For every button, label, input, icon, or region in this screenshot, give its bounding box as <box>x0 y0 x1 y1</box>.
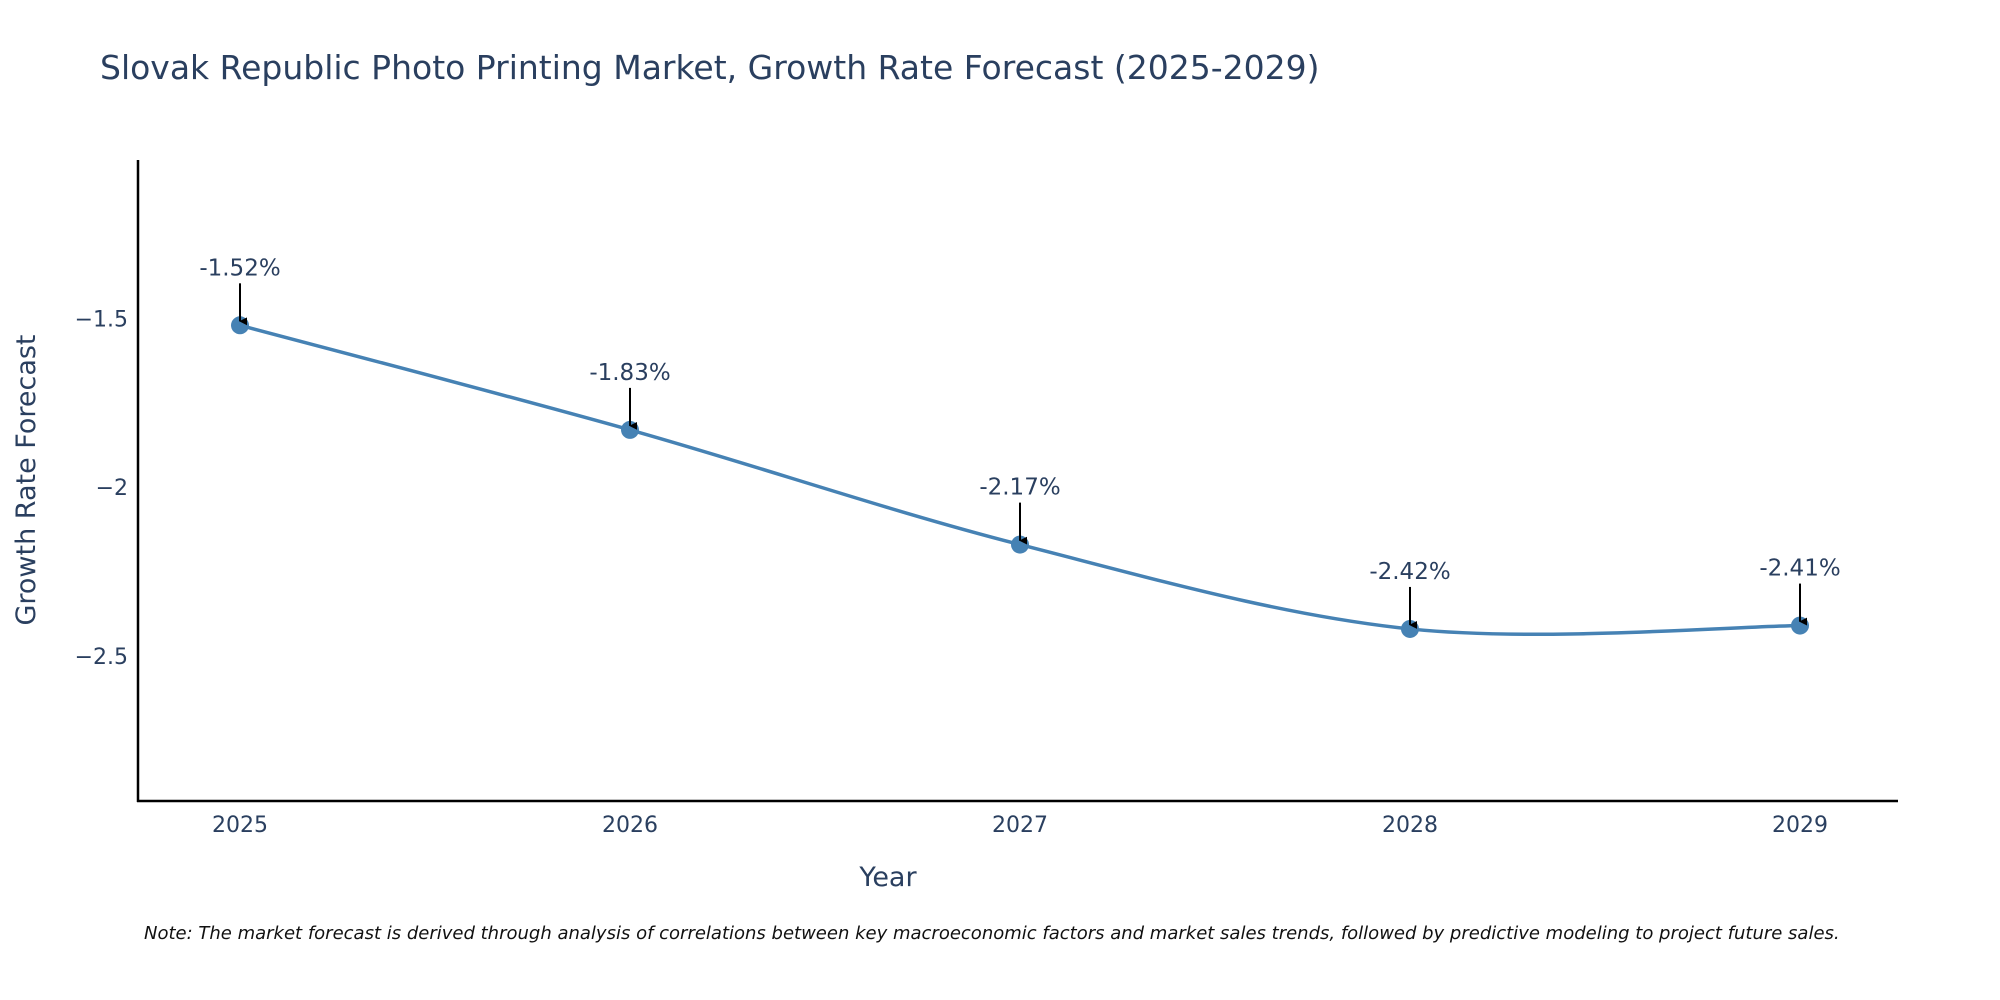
data-label: -2.17% <box>979 475 1060 501</box>
plot-area: −1.5 −2 −2.5 2025 2026 2027 2028 2029 -1.52% -1.8… <box>75 255 1841 838</box>
x-tick-label: 2025 <box>212 813 268 838</box>
y-tick-label: −2.5 <box>75 645 128 670</box>
x-tick-label: 2026 <box>602 813 658 838</box>
data-label: -2.41% <box>1759 556 1840 582</box>
chart-title: Slovak Republic Photo Printing Market, G… <box>100 48 1320 87</box>
footnote: Note: The market forecast is derived thr… <box>144 923 1840 944</box>
y-tick-label: −2 <box>96 476 128 501</box>
x-tick-label: 2028 <box>1382 813 1438 838</box>
y-axis-title: Growth Rate Forecast <box>11 334 42 625</box>
data-label: -1.83% <box>589 360 670 386</box>
data-label: -2.42% <box>1369 559 1450 585</box>
x-tick-label: 2027 <box>992 813 1048 838</box>
data-label: -1.52% <box>199 255 280 281</box>
x-tick-label: 2029 <box>1772 813 1828 838</box>
y-tick-label: −1.5 <box>75 308 128 333</box>
x-axis-title: Year <box>858 862 917 893</box>
